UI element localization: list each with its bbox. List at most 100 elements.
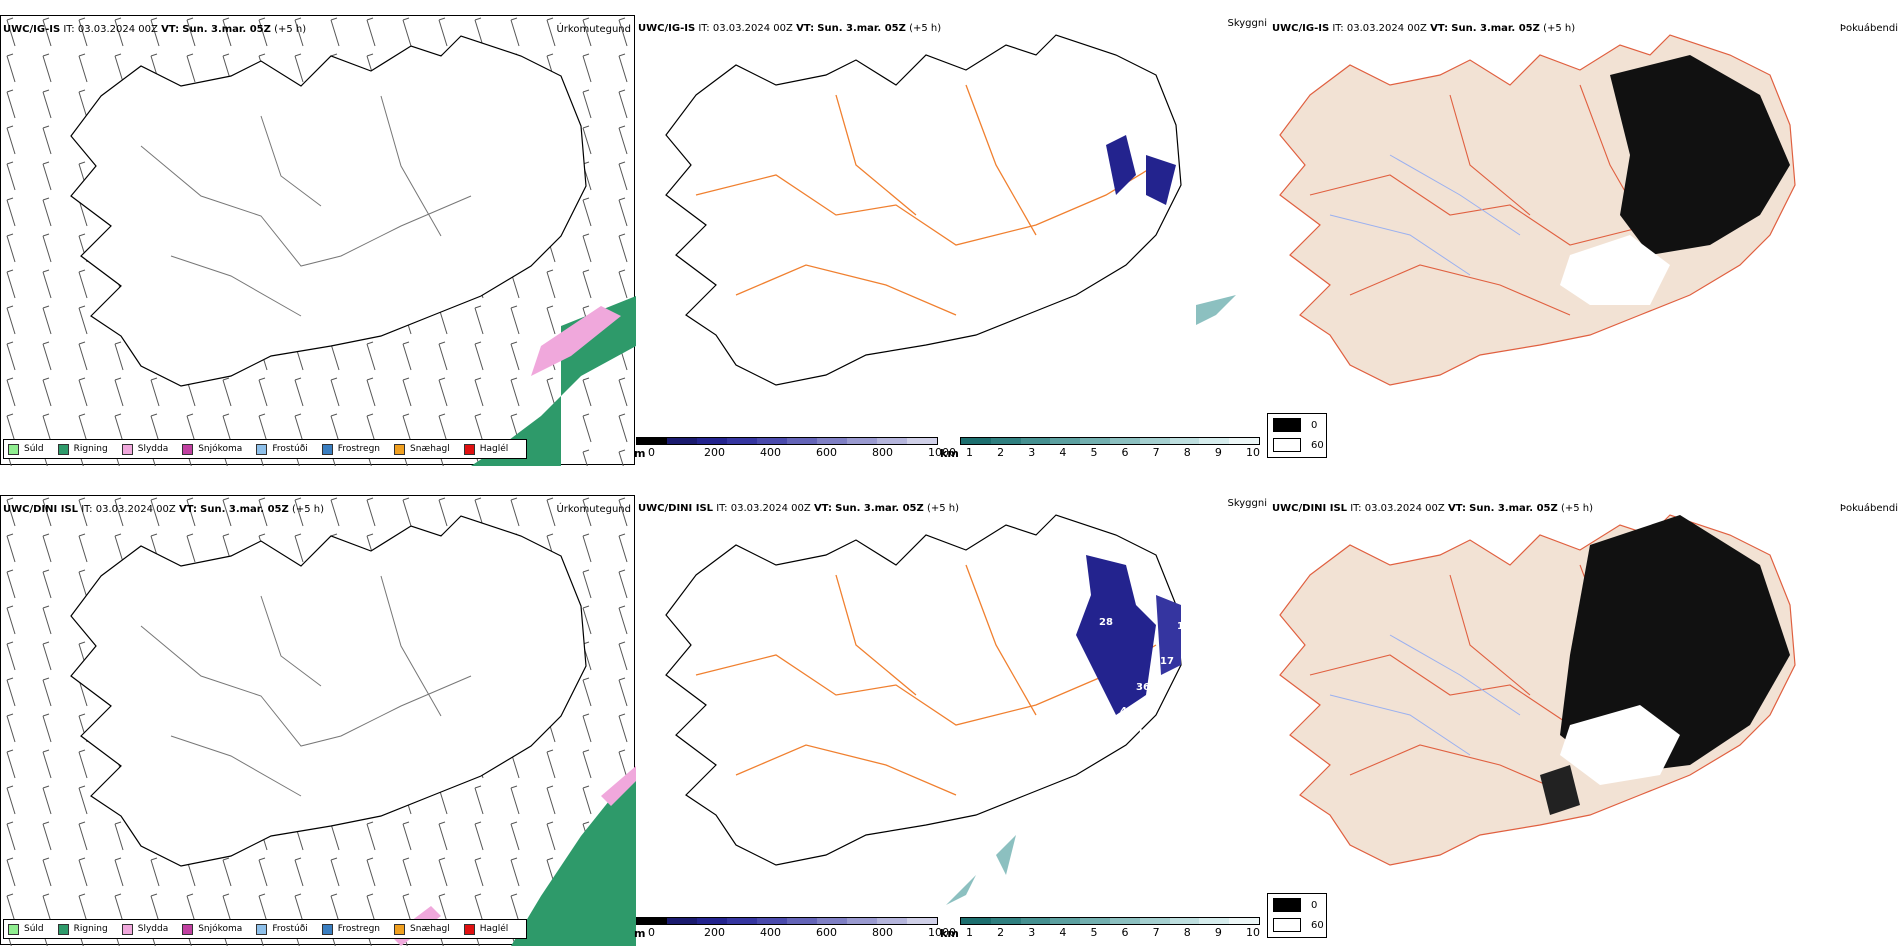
precip-legend-top: Súld Rigning Slydda Snjókoma Frostúði Frostre… — [3, 439, 528, 459]
visibility-m-unit: m — [634, 447, 646, 460]
colorbar-tick-label: 6 — [1121, 926, 1129, 939]
panel-title: UWC/IG-IS IT: 03.03.2024 00Z VT: Sun. 3.… — [3, 24, 307, 35]
colorbar-segment — [787, 918, 817, 924]
visibility-value-label: 16 — [1177, 621, 1191, 632]
legend-item: Frostúði — [256, 443, 308, 455]
fog-legend-row: 0 — [1273, 896, 1326, 914]
visibility-panel-bottom: UWC/DINI ISL IT: 03.03.2024 00Z VT: Sun.… — [634, 495, 1269, 945]
colorbar-segment — [1169, 438, 1200, 444]
colorbar-segment — [757, 438, 787, 444]
precip-type-map-top — [1, 16, 636, 466]
colorbar-segment — [1050, 438, 1081, 444]
colorbar-tick-label: 3 — [1028, 926, 1036, 939]
colorbar-segment — [1139, 438, 1170, 444]
colorbar-tick-label: 1 — [966, 446, 973, 459]
legend-label: Rigning — [73, 444, 108, 454]
colorbar-tick-label: 5 — [1090, 446, 1098, 459]
visibility-value-label: 28 — [1099, 617, 1113, 628]
colorbar-tick-label: 2 — [997, 446, 1005, 459]
colorbar-segment — [1080, 918, 1110, 924]
legend-swatch — [321, 443, 333, 455]
fog-legend-top: 0 60 — [1267, 413, 1327, 458]
fog-legend-bottom: 0 60 — [1267, 893, 1327, 938]
fog-legend-swatch — [1273, 438, 1301, 452]
colorbar-tick-label: 3 — [1028, 446, 1036, 459]
fog-legend-swatch — [1273, 918, 1301, 932]
visibility-m-unit: m — [634, 927, 646, 940]
colorbar-segment — [1020, 438, 1051, 444]
fog-legend-row: 60 — [1273, 916, 1326, 934]
colorbar-tick-label: 4 — [1059, 926, 1067, 939]
visibility-map-bottom — [665, 514, 1182, 905]
colorbar-segment — [787, 438, 817, 444]
legend-label: Haglél — [479, 924, 509, 934]
colorbar-segment — [727, 918, 757, 924]
fog-map-bottom — [1279, 514, 1796, 866]
legend-label: Frostregn — [337, 924, 381, 934]
colorbar-tick-label: 800 — [872, 926, 893, 939]
colorbar-tick-label: 200 — [704, 446, 725, 459]
legend-swatch — [8, 923, 19, 935]
legend-label: Haglél — [479, 444, 509, 454]
colorbar-segment — [1109, 438, 1140, 444]
colorbar-tick-label: 200 — [704, 926, 725, 939]
visibility-value-label: 19 — [1137, 728, 1151, 739]
colorbar-tick-label: 8 — [1183, 446, 1191, 459]
colorbar-tick-label: 800 — [872, 446, 893, 459]
panel-name-visibility: Skyggni — [1227, 498, 1267, 509]
colorbar-segment — [877, 438, 907, 444]
legend-label: Snjókoma — [198, 444, 243, 454]
legend-swatch — [57, 443, 69, 455]
colorbar-segment — [1199, 438, 1230, 444]
legend-label: Snæhagl — [410, 444, 450, 454]
colorbar-segment — [1020, 918, 1051, 924]
legend-item: Snæhagl — [394, 443, 450, 455]
colorbar-tick-label: 1000 — [928, 926, 956, 939]
legend-item: Frostúði — [256, 923, 308, 935]
colorbar-segment — [847, 438, 877, 444]
visibility-value-label: 17 — [1160, 656, 1174, 667]
legend-item: Slydda — [121, 443, 169, 455]
panel-title: UWC/DINI ISL IT: 03.03.2024 00Z VT: Sun.… — [1272, 503, 1593, 514]
legend-label: Slydda — [137, 444, 169, 454]
legend-swatch — [121, 443, 133, 455]
panel-title: UWC/DINI ISL IT: 03.03.2024 00Z VT: Sun.… — [3, 504, 324, 515]
fog-panel-top: UWC/IG-IS IT: 03.03.2024 00Z VT: Sun. 3.… — [1267, 15, 1900, 465]
colorbar-segment — [961, 918, 991, 924]
visibility-value-label: 48 — [1120, 706, 1134, 717]
colorbar-tick-label: 400 — [760, 926, 781, 939]
colorbar-segment — [697, 438, 727, 444]
colorbar-tick-label: 600 — [816, 926, 837, 939]
visibility-m-colorbar — [636, 917, 938, 925]
colorbar-tick-label: 10 — [1246, 926, 1260, 939]
visibility-m-colorbar — [636, 437, 938, 445]
colorbar-segment — [817, 438, 847, 444]
fog-legend-label: 0 — [1311, 419, 1318, 431]
precip-type-panel-bottom: UWC/DINI ISL IT: 03.03.2024 00Z VT: Sun.… — [0, 495, 636, 946]
colorbar-segment — [1109, 918, 1140, 924]
legend-label: Rigning — [73, 924, 108, 934]
legend-item: Snjókoma — [182, 443, 243, 455]
legend-item: Rigning — [57, 923, 108, 935]
legend-label: Frostregn — [337, 444, 381, 454]
fog-legend-swatch — [1273, 898, 1301, 912]
legend-item: Haglél — [463, 923, 509, 935]
legend-swatch — [256, 923, 268, 935]
panel-name-precip-type: Úrkomutegund — [556, 504, 631, 515]
colorbar-tick-label: 1 — [966, 926, 973, 939]
colorbar-tick-label: 2 — [997, 926, 1005, 939]
legend-swatch — [463, 443, 475, 455]
legend-item: Súld — [8, 923, 44, 935]
visibility-value-label: 36 — [1136, 682, 1150, 693]
precip-type-map-bottom — [1, 496, 636, 946]
legend-item: Rigning — [57, 443, 108, 455]
colorbar-segment — [727, 438, 757, 444]
colorbar-tick-label: 10 — [1246, 446, 1260, 459]
visibility-map-top — [665, 34, 1236, 386]
colorbar-segment — [757, 918, 787, 924]
legend-swatch — [394, 923, 406, 935]
fog-legend-swatch — [1273, 418, 1301, 432]
panel-name-fog: Þokuábendi — [1839, 503, 1898, 514]
colorbar-tick-label: 9 — [1214, 446, 1222, 459]
panel-name-fog: Þokuábendi — [1839, 23, 1898, 34]
